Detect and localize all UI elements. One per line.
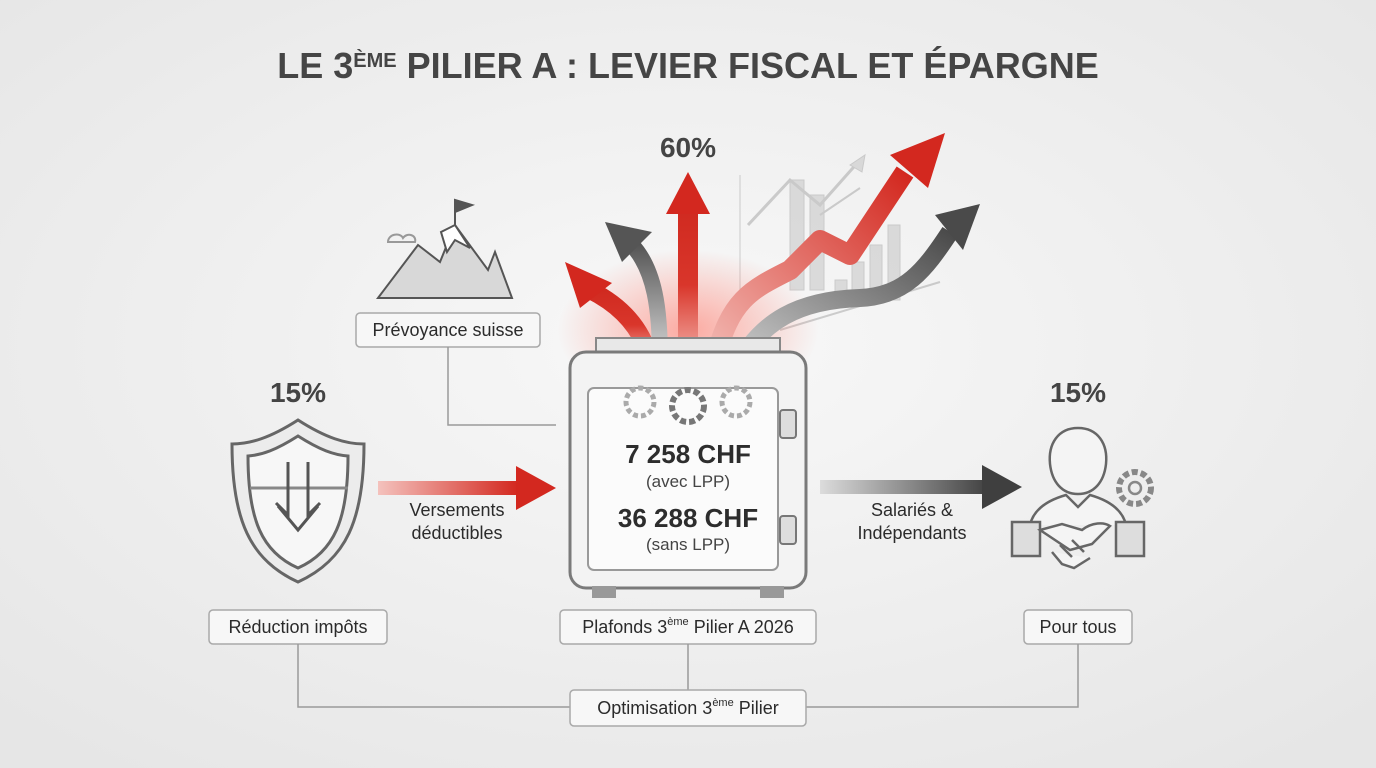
label-part: Pilier A 2026 [689,617,794,637]
flow-arrow-left-part [516,466,556,510]
label-part: Plafonds 3 [582,617,667,637]
title-sup: ÈME [353,49,396,72]
shield-icon [230,418,366,584]
flow-left-line: Versements [409,500,504,520]
safe-part [587,387,779,571]
growth-arrows-part [705,166,914,363]
growth-arrows-part [565,262,612,308]
mountain-icon-part [439,223,471,255]
footer-label: Optimisation 3ème Pilier [597,697,778,718]
mountain-icon-part [375,222,514,299]
label-part: Optimisation 3 [597,698,712,718]
safe-note: (avec LPP) [646,472,730,491]
title-part: PILIER A : LEVIER FISCAL ET ÉPARGNE [397,45,1099,86]
tax-label: Réduction impôts [228,617,367,637]
bg-chart-part [746,159,862,227]
shield-icon-part [274,462,322,533]
flow-left-line: déductibles [411,523,502,543]
audience-percent: 15% [1050,377,1106,408]
safe-label: Plafonds 3ème Pilier A 2026 [582,616,794,637]
safe-part [623,385,657,419]
safe [568,337,808,598]
mountain-icon [375,198,514,299]
safe-amount: 36 288 CHF [618,503,758,533]
flow-right-line: Salariés & [871,500,953,520]
growth-arrows-part [678,210,698,360]
flow-arrow-right-part [982,465,1022,509]
safe-part [779,409,797,439]
person-icon-part [1048,426,1108,496]
title-part: LE 3 [277,45,353,86]
person-icon [1010,426,1154,570]
label-sup: ème [712,697,733,709]
flow-arrow-right [820,465,1022,509]
growth-arrows-part [935,204,980,250]
person-icon-part [1010,520,1042,558]
person-icon-part [1037,522,1112,552]
label-sup: ème [667,616,688,628]
mountain-icon-part [454,198,476,214]
growth-arrows-part [666,172,710,214]
growth-arrows-part [605,222,652,262]
connector [297,644,1079,708]
flow-arrow-left-part [378,481,518,495]
safe-note: (sans LPP) [646,535,730,554]
person-icon-part [1051,539,1091,570]
prevoyance-label: Prévoyance suisse [372,320,523,340]
safe-part [719,385,753,419]
safe-amount: 7 258 CHF [625,439,751,469]
title: LE 3ÈME PILIER A : LEVIER FISCAL ET ÉPAR… [277,45,1098,86]
growth-arrows-part [890,133,945,188]
bg-chart-part [849,153,866,173]
audience-label: Pour tous [1039,617,1116,637]
footer-box [569,689,807,727]
bg-chart-part [819,187,861,216]
connector [447,347,556,426]
safe-part [592,586,616,598]
mountain-icon-part [386,233,417,243]
flow-arrow-right-part [820,480,985,494]
safe-part [779,515,797,545]
tax-percent: 15% [270,377,326,408]
shield-icon-part [246,434,350,570]
growth-percent: 60% [660,132,716,163]
label-part: Pilier [734,698,779,718]
safe-part [669,387,707,425]
person-icon-part [1127,480,1143,496]
flow-arrow-left [378,466,556,510]
person-icon-part [1116,469,1154,507]
growth-arrows-part [726,227,958,375]
flow-right-line: Indépendants [857,523,966,543]
person-icon-part [1028,493,1128,526]
safe-part [760,586,784,598]
person-icon-part [1114,520,1146,558]
